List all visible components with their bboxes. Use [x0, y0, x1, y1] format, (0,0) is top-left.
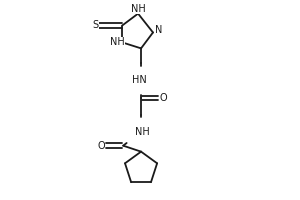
Text: S: S	[92, 20, 98, 30]
Text: NH: NH	[135, 127, 150, 137]
Text: NH: NH	[110, 37, 124, 47]
Text: O: O	[160, 93, 167, 103]
Text: N: N	[155, 25, 163, 35]
Text: O: O	[97, 141, 105, 151]
Text: NH: NH	[131, 4, 146, 14]
Text: HN: HN	[132, 75, 147, 85]
